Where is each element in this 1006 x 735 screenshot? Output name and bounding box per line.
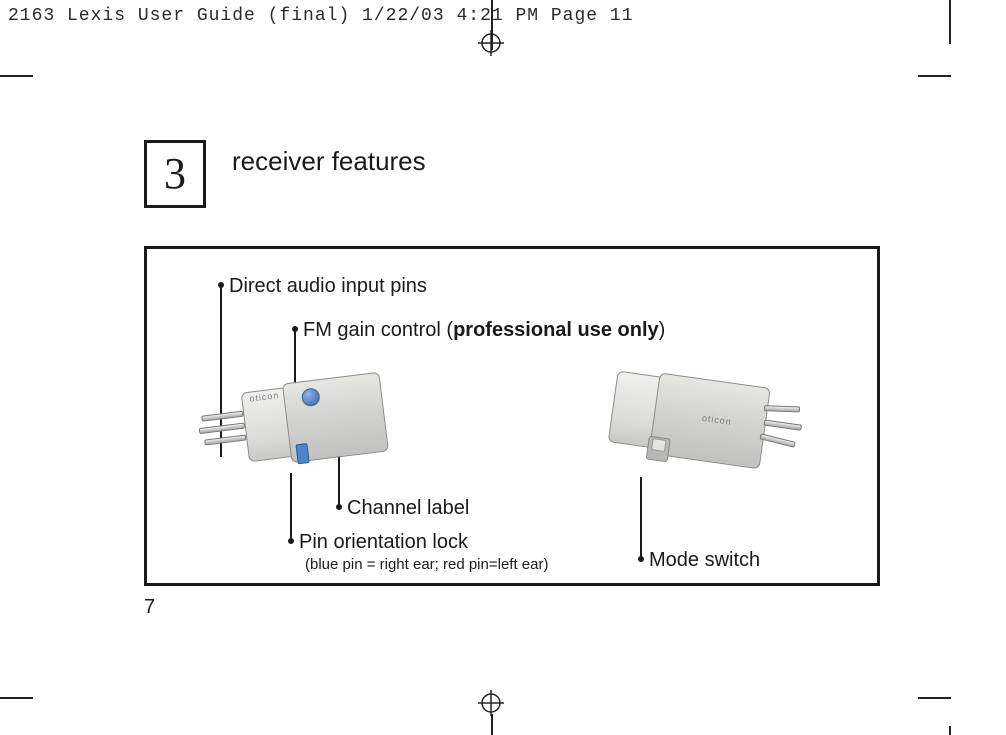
- leader-line: [640, 477, 642, 559]
- callout-dai: Direct audio input pins: [229, 275, 427, 298]
- callout-pin-lock: Pin orientation lock (blue pin = right e…: [299, 531, 548, 573]
- callout-text: Pin orientation lock: [299, 531, 468, 553]
- section-title: receiver features: [232, 146, 426, 177]
- figure-frame: Direct audio input pins FM gain control …: [144, 246, 880, 586]
- section-number-box: 3: [144, 140, 206, 208]
- callout-text-bold: professional use only: [453, 319, 659, 341]
- callout-channel: Channel label: [347, 497, 469, 520]
- receiver-left-illustration: oticon: [188, 354, 391, 496]
- crop-mark: [0, 75, 33, 77]
- section-number: 3: [164, 152, 186, 196]
- registration-mark-icon: [478, 30, 504, 56]
- page-number: 7: [144, 596, 155, 619]
- crop-mark: [949, 726, 951, 735]
- callout-text: FM gain control (: [303, 319, 453, 341]
- crop-mark: [949, 0, 951, 44]
- callout-mode-switch: Mode switch: [649, 549, 760, 572]
- crop-mark: [0, 697, 33, 699]
- crop-mark: [491, 714, 493, 735]
- callout-fm-gain: FM gain control (professional use only): [303, 319, 665, 342]
- callout-text: ): [659, 319, 666, 341]
- registration-mark-icon: [478, 690, 504, 716]
- crop-mark: [918, 75, 951, 77]
- print-slug: 2163 Lexis User Guide (final) 1/22/03 4:…: [8, 6, 634, 26]
- receiver-right-illustration: oticon: [595, 348, 811, 503]
- callout-subtext: (blue pin = right ear; red pin=left ear): [305, 556, 548, 573]
- crop-mark: [918, 697, 951, 699]
